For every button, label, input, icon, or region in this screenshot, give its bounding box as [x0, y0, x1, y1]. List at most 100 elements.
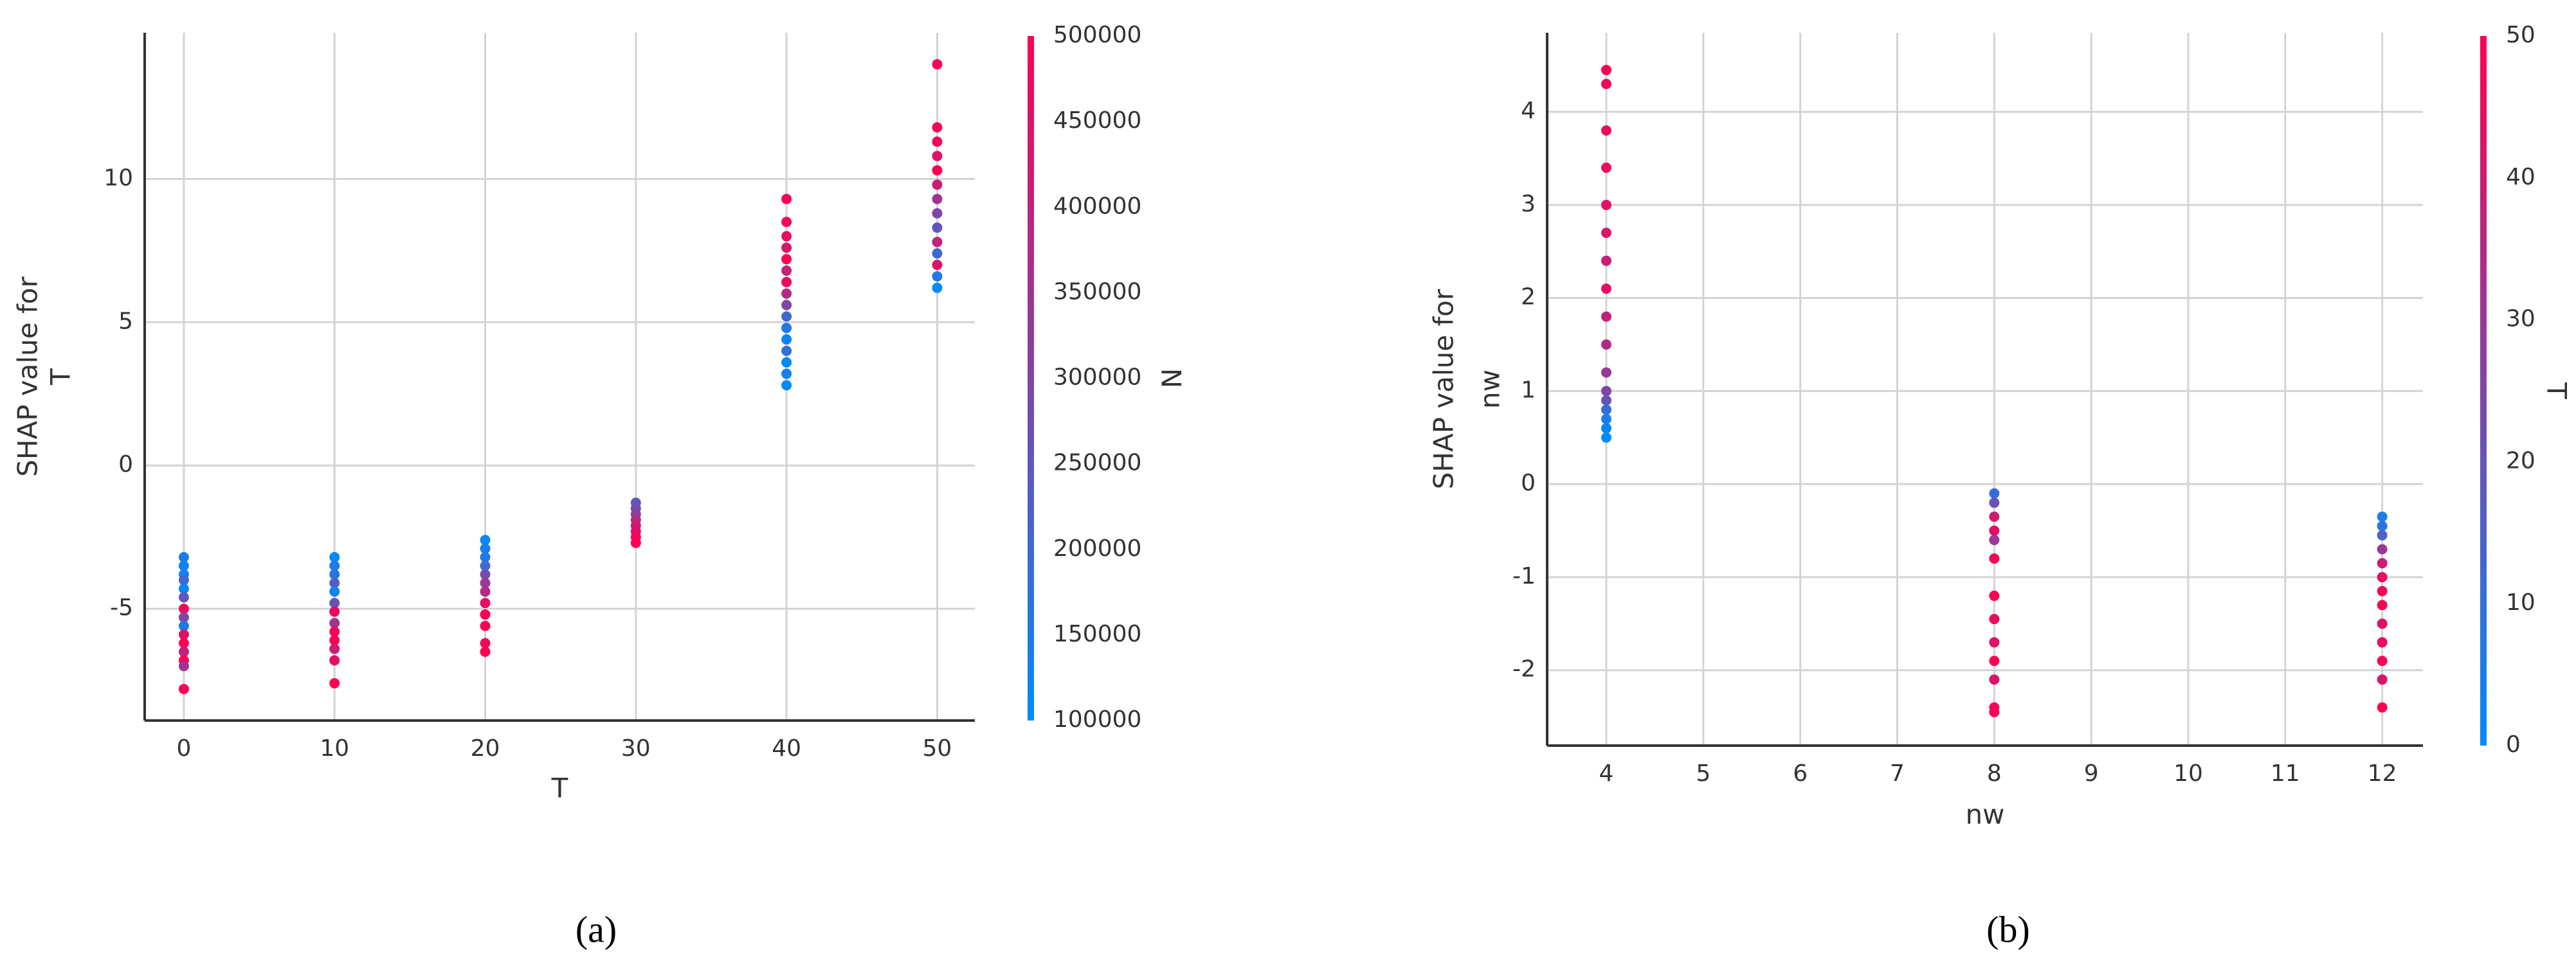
point	[1601, 199, 1612, 210]
point	[1601, 339, 1612, 350]
point	[1989, 511, 2000, 522]
point	[932, 165, 943, 175]
point	[329, 678, 340, 689]
colorbar-tick-label: 500000	[1053, 22, 1141, 48]
point	[178, 661, 189, 672]
point	[178, 575, 189, 586]
point	[480, 578, 491, 588]
point	[178, 604, 189, 614]
point	[781, 345, 792, 356]
point	[329, 598, 340, 609]
point	[1989, 497, 2000, 508]
point	[932, 122, 943, 133]
point	[1989, 535, 2000, 546]
colorbar-tick-label: 100000	[1053, 706, 1141, 733]
x-tick-label: 6	[1793, 760, 1808, 787]
x-tick-label: 50	[923, 735, 952, 762]
x-tick-label: 20	[471, 735, 500, 762]
point	[178, 612, 189, 623]
point	[1601, 125, 1612, 136]
x-tick-label: 4	[1599, 760, 1614, 787]
colorbar-tick-label: 40	[2506, 164, 2535, 190]
point	[1989, 590, 2000, 601]
point	[932, 193, 943, 204]
point	[932, 248, 943, 259]
point	[1601, 228, 1612, 238]
point	[480, 647, 491, 657]
point	[2377, 511, 2388, 522]
point	[480, 586, 491, 597]
point	[781, 334, 792, 345]
point	[932, 260, 943, 271]
point	[1601, 255, 1612, 266]
y-tick-label: 5	[118, 308, 133, 334]
point	[1601, 162, 1612, 173]
y-axis-label: SHAP value for	[12, 276, 44, 477]
x-tick-label: 30	[621, 735, 651, 762]
x-tick-label: 11	[2271, 760, 2300, 787]
point	[1601, 413, 1612, 424]
point	[2377, 521, 2388, 532]
y-tick-label: -1	[1512, 563, 1536, 589]
point	[2377, 637, 2388, 648]
point	[1601, 64, 1612, 75]
y-tick-label: 1	[1521, 377, 1536, 403]
point	[781, 311, 792, 322]
colorbar	[1028, 36, 1034, 721]
y-tick-label: 3	[1521, 191, 1536, 217]
point	[480, 551, 491, 562]
y-tick-label: 0	[118, 451, 133, 478]
point	[1989, 525, 2000, 536]
point	[178, 638, 189, 649]
colorbar-tick-label: 400000	[1053, 193, 1141, 219]
y-tick-label: 2	[1521, 284, 1536, 310]
point	[2377, 586, 2388, 596]
x-tick-label: 7	[1890, 760, 1905, 787]
colorbar-tick-label: 20	[2506, 447, 2535, 474]
point	[932, 237, 943, 247]
point	[630, 537, 641, 548]
x-axis-label: nw	[1966, 799, 2005, 830]
point	[480, 560, 491, 571]
point	[932, 271, 943, 282]
point	[178, 629, 189, 640]
colorbar-tick-label: 30	[2506, 306, 2535, 332]
point	[178, 647, 189, 657]
point	[781, 217, 792, 228]
point	[329, 618, 340, 629]
colorbar-tick-label: 0	[2506, 731, 2521, 758]
point	[329, 606, 340, 617]
colorbar-tick-label: 10	[2506, 589, 2535, 616]
point	[480, 638, 491, 649]
point	[781, 323, 792, 334]
point	[781, 368, 792, 379]
point	[1989, 614, 2000, 625]
y-tick-label: -5	[110, 595, 133, 621]
point	[1601, 404, 1612, 415]
x-axis-label: T	[551, 773, 568, 804]
point	[1989, 553, 2000, 564]
point	[480, 569, 491, 580]
point	[480, 543, 491, 554]
y-axis-label: SHAP value for	[1428, 289, 1460, 489]
point	[781, 276, 792, 287]
y-tick-label: 0	[1521, 470, 1536, 496]
colorbar-tick-label: 450000	[1053, 107, 1141, 134]
point	[781, 265, 792, 276]
x-tick-label: 40	[772, 735, 801, 762]
point	[2377, 618, 2388, 629]
point	[2377, 702, 2388, 713]
point	[781, 242, 792, 253]
point	[932, 222, 943, 233]
point	[781, 380, 792, 391]
point	[1601, 432, 1612, 443]
point	[2377, 674, 2388, 685]
point	[781, 288, 792, 299]
point	[1601, 283, 1612, 294]
point	[1989, 656, 2000, 667]
point	[329, 569, 340, 580]
x-tick-label: 8	[1987, 760, 2002, 787]
point	[178, 583, 189, 594]
point	[781, 357, 792, 368]
colorbar-tick-label: 350000	[1053, 278, 1141, 305]
